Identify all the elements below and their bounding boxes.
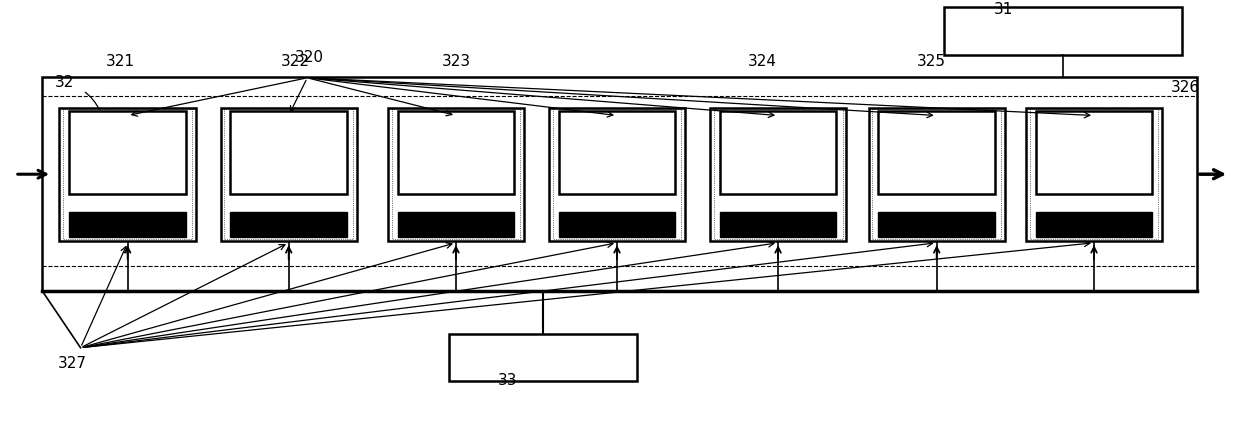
Bar	[221, 108, 357, 241]
Bar	[63, 109, 192, 240]
Bar	[559, 111, 675, 194]
Text: 32: 32	[55, 74, 74, 89]
Bar	[720, 111, 836, 194]
Bar	[869, 108, 1005, 241]
Bar	[69, 212, 186, 237]
Bar	[872, 109, 1001, 240]
Bar	[1030, 109, 1158, 240]
Bar	[224, 109, 353, 240]
Bar	[549, 108, 685, 241]
Bar	[553, 109, 681, 240]
Bar	[398, 111, 514, 194]
Text: 324: 324	[747, 54, 777, 69]
Text: 322: 322	[280, 54, 310, 69]
Bar	[388, 108, 524, 241]
Text: 321: 321	[105, 54, 135, 69]
Bar	[1036, 111, 1152, 194]
Bar	[230, 212, 347, 237]
Bar	[42, 77, 1197, 291]
Bar	[1036, 212, 1152, 237]
Bar	[398, 212, 514, 237]
Text: 323: 323	[441, 54, 471, 69]
Bar	[714, 109, 843, 240]
Text: 326: 326	[1171, 80, 1201, 95]
Bar	[69, 111, 186, 194]
Text: 320: 320	[295, 50, 325, 65]
Bar	[59, 108, 196, 241]
Bar	[878, 212, 995, 237]
Text: 325: 325	[917, 54, 947, 69]
Text: 31: 31	[994, 2, 1014, 17]
Bar	[710, 108, 846, 241]
Bar	[720, 212, 836, 237]
Bar	[1026, 108, 1162, 241]
Text: 327: 327	[57, 356, 87, 371]
Bar	[449, 334, 637, 381]
Text: 33: 33	[498, 373, 518, 388]
Bar	[230, 111, 347, 194]
Bar	[944, 7, 1182, 55]
Bar	[559, 212, 675, 237]
Bar	[392, 109, 520, 240]
Bar	[878, 111, 995, 194]
